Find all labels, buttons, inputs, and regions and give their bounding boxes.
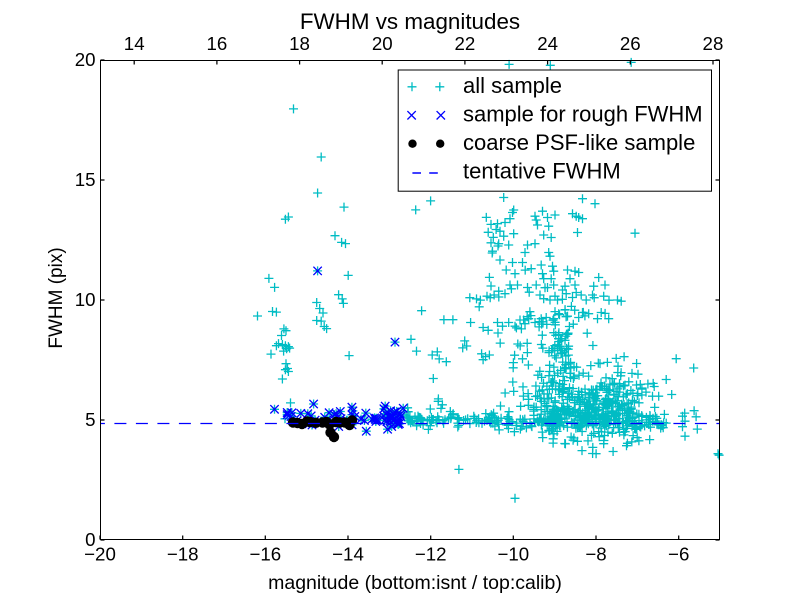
svg-text:−16: −16 bbox=[249, 544, 281, 565]
svg-text:−8: −8 bbox=[585, 544, 606, 565]
svg-text:15: 15 bbox=[75, 169, 96, 190]
svg-text:22: 22 bbox=[455, 33, 476, 54]
svg-text:−18: −18 bbox=[167, 544, 199, 565]
svg-text:−12: −12 bbox=[415, 544, 447, 565]
svg-text:all sample: all sample bbox=[463, 73, 562, 98]
svg-text:10: 10 bbox=[75, 289, 96, 310]
svg-text:−20: −20 bbox=[84, 544, 116, 565]
svg-text:FWHM vs magnitudes: FWHM vs magnitudes bbox=[300, 9, 520, 34]
svg-text:20: 20 bbox=[372, 33, 393, 54]
svg-text:FWHM (pix): FWHM (pix) bbox=[46, 247, 67, 348]
svg-text:−14: −14 bbox=[332, 544, 364, 565]
svg-text:sample for rough FWHM: sample for rough FWHM bbox=[463, 102, 703, 127]
svg-text:0: 0 bbox=[85, 529, 95, 550]
svg-text:tentative FWHM: tentative FWHM bbox=[463, 159, 621, 184]
svg-text:magnitude (bottom:isnt / top:c: magnitude (bottom:isnt / top:calib) bbox=[268, 572, 562, 594]
svg-text:24: 24 bbox=[537, 33, 558, 54]
svg-text:18: 18 bbox=[289, 33, 310, 54]
svg-text:−6: −6 bbox=[668, 544, 689, 565]
svg-text:coarse PSF-like sample: coarse PSF-like sample bbox=[463, 130, 695, 155]
svg-text:16: 16 bbox=[206, 33, 227, 54]
svg-text:14: 14 bbox=[124, 33, 145, 54]
svg-text:28: 28 bbox=[703, 33, 724, 54]
svg-text:20: 20 bbox=[75, 49, 96, 70]
svg-text:26: 26 bbox=[620, 33, 641, 54]
svg-text:−10: −10 bbox=[497, 544, 529, 565]
svg-text:5: 5 bbox=[85, 409, 95, 430]
